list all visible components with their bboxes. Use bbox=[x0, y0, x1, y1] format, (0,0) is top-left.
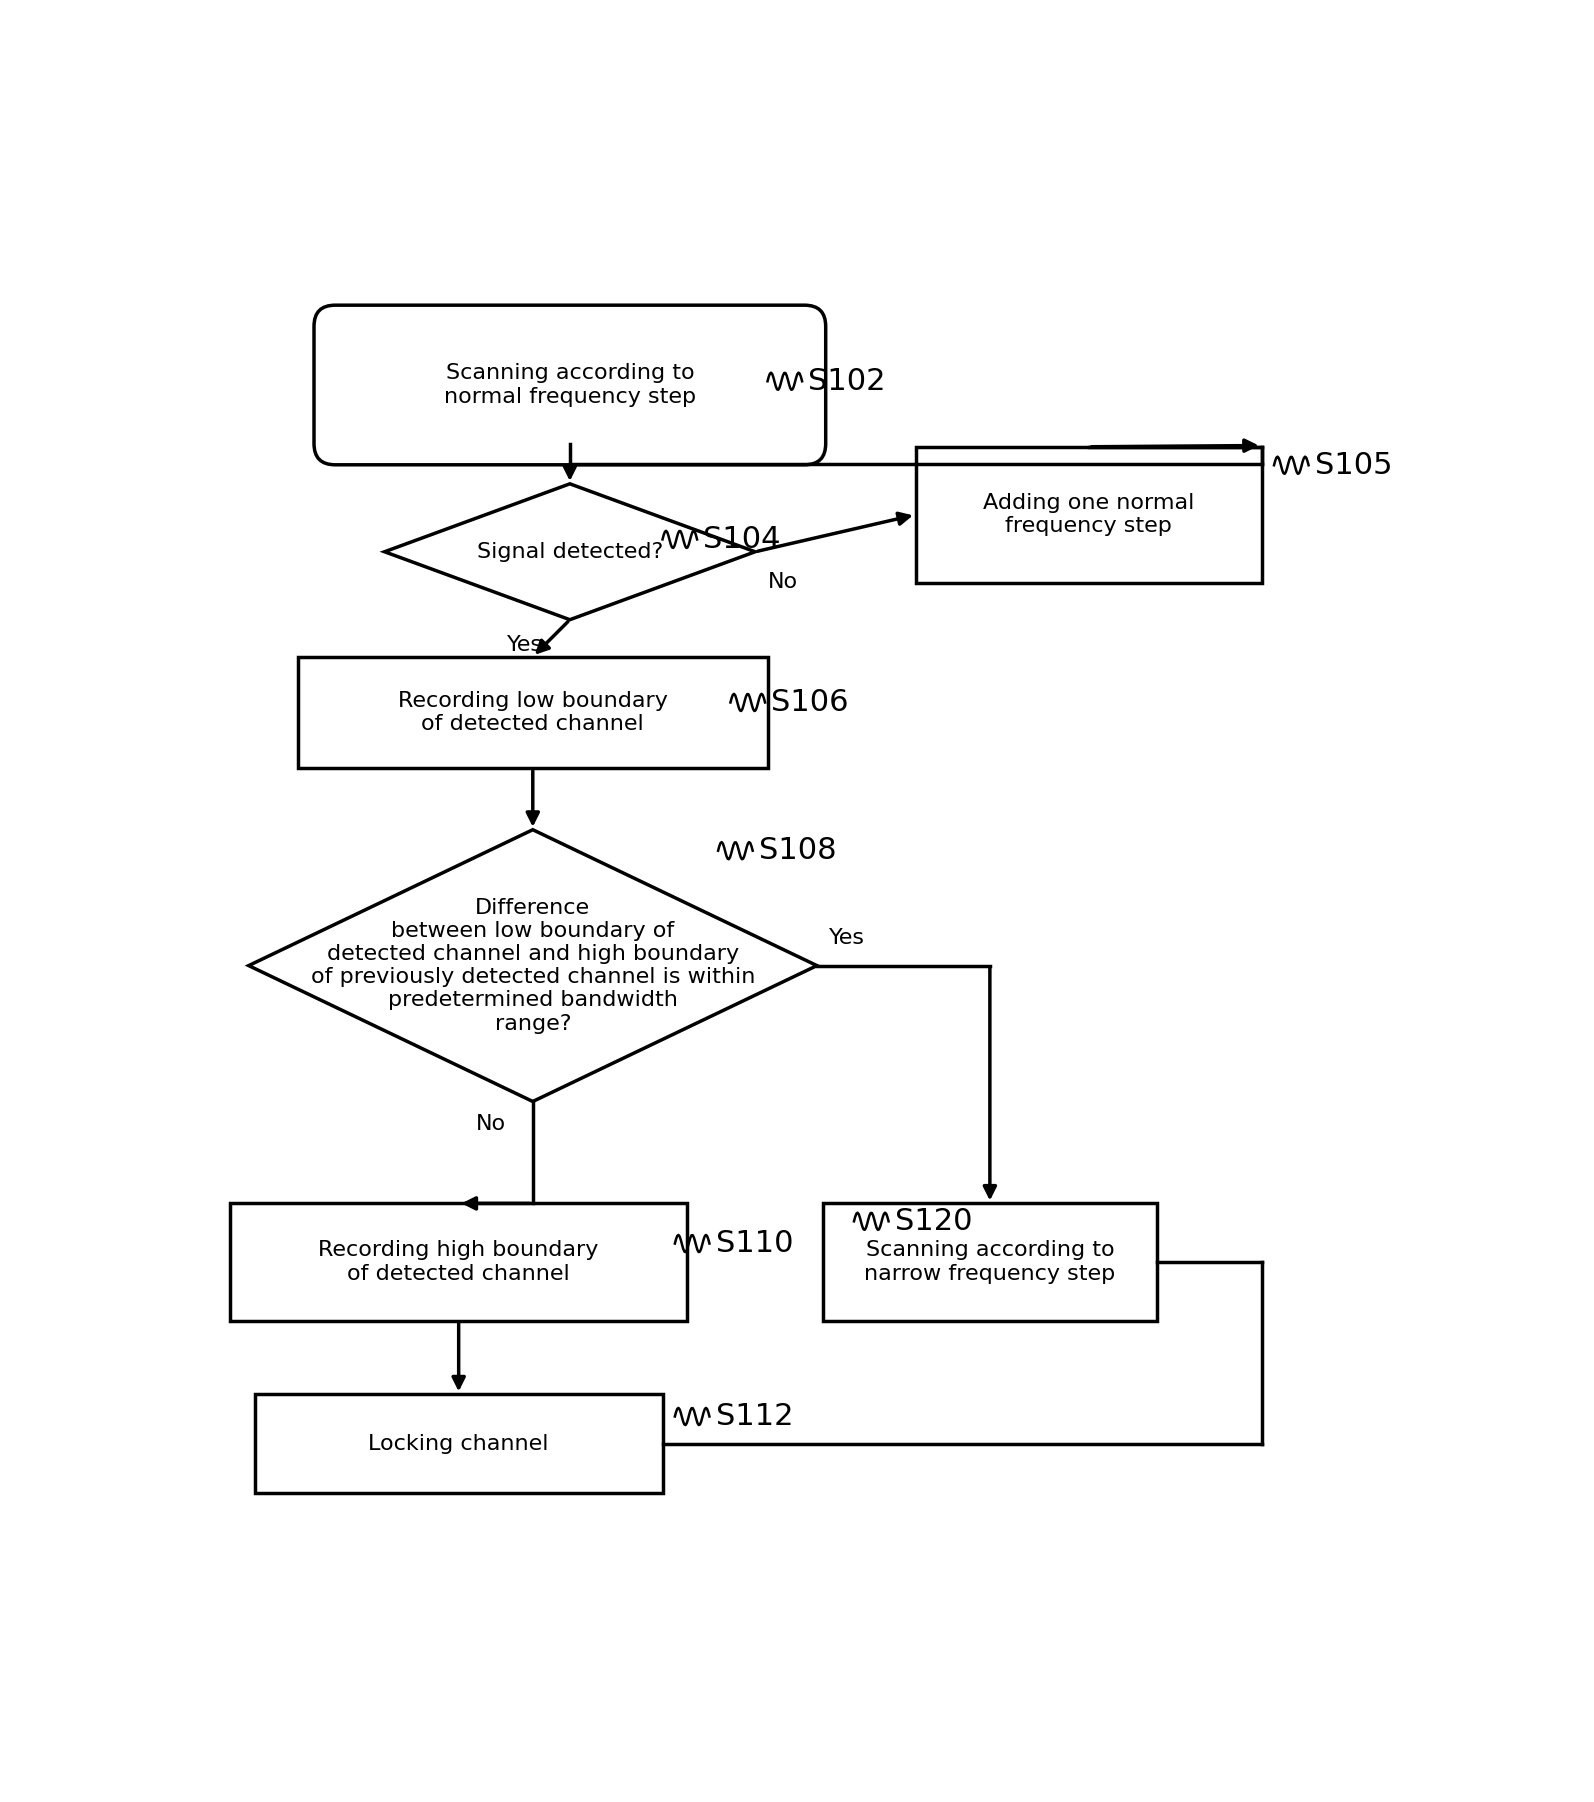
Text: Yes: Yes bbox=[507, 634, 542, 654]
Text: S102: S102 bbox=[808, 368, 886, 396]
Text: S105: S105 bbox=[1315, 450, 1392, 479]
Text: No: No bbox=[475, 1114, 505, 1133]
Text: S104: S104 bbox=[703, 524, 781, 553]
Text: Scanning according to
narrow frequency step: Scanning according to narrow frequency s… bbox=[864, 1240, 1116, 1283]
FancyBboxPatch shape bbox=[314, 305, 826, 465]
Text: Scanning according to
normal frequency step: Scanning according to normal frequency s… bbox=[443, 364, 697, 407]
Polygon shape bbox=[384, 483, 756, 620]
Bar bbox=[298, 656, 768, 768]
Text: S120: S120 bbox=[894, 1207, 972, 1236]
Text: Adding one normal
frequency step: Adding one normal frequency step bbox=[983, 494, 1194, 537]
Text: Locking channel: Locking channel bbox=[368, 1434, 548, 1454]
Text: Signal detected?: Signal detected? bbox=[477, 542, 663, 562]
Text: No: No bbox=[767, 571, 797, 591]
Bar bbox=[255, 1395, 663, 1494]
Bar bbox=[823, 1204, 1157, 1321]
Polygon shape bbox=[249, 829, 816, 1101]
Text: S106: S106 bbox=[771, 688, 848, 717]
Text: Yes: Yes bbox=[829, 928, 866, 948]
Bar bbox=[230, 1204, 687, 1321]
Text: S108: S108 bbox=[759, 836, 837, 865]
Text: S110: S110 bbox=[716, 1229, 794, 1258]
Text: S112: S112 bbox=[716, 1402, 794, 1431]
Text: Recording high boundary
of detected channel: Recording high boundary of detected chan… bbox=[319, 1240, 599, 1283]
Bar bbox=[915, 447, 1262, 582]
Text: Recording low boundary
of detected channel: Recording low boundary of detected chann… bbox=[398, 690, 668, 733]
Text: Difference
between low boundary of
detected channel and high boundary
of previou: Difference between low boundary of detec… bbox=[311, 897, 756, 1034]
